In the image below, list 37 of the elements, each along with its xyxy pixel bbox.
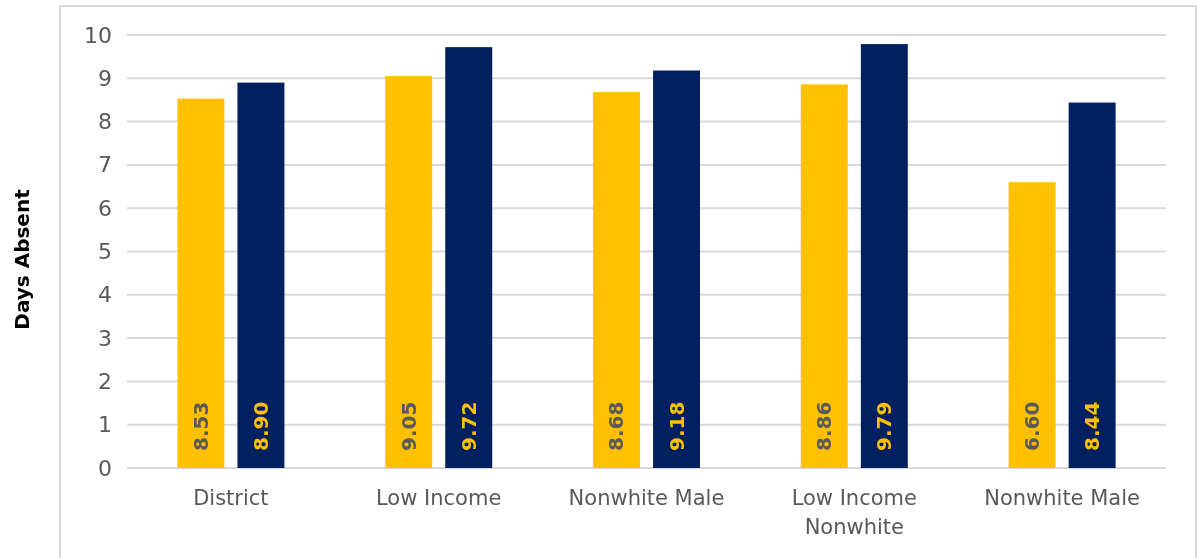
bar bbox=[445, 47, 493, 468]
x-tick-label: Low Income bbox=[376, 486, 502, 510]
y-tick-label: 10 bbox=[84, 22, 112, 48]
x-tick-label: District bbox=[193, 486, 269, 510]
data-label: 8.53 bbox=[188, 401, 213, 451]
data-label: 8.86 bbox=[812, 401, 837, 451]
bar bbox=[177, 98, 225, 468]
x-tick-label: Nonwhite Male bbox=[568, 486, 725, 510]
bar bbox=[1068, 102, 1116, 468]
data-label: 9.72 bbox=[456, 401, 481, 451]
data-label: 8.68 bbox=[604, 401, 629, 451]
bar bbox=[237, 82, 285, 468]
bar bbox=[653, 70, 701, 468]
bar bbox=[592, 92, 640, 468]
y-tick-label: 6 bbox=[98, 195, 112, 221]
y-tick-label: 3 bbox=[98, 325, 112, 351]
bar bbox=[385, 76, 433, 468]
y-tick-label: 0 bbox=[98, 455, 112, 481]
data-label: 8.44 bbox=[1080, 401, 1105, 451]
y-tick-label: 4 bbox=[98, 282, 112, 308]
data-label: 9.79 bbox=[872, 401, 897, 451]
y-tick-label: 5 bbox=[98, 239, 112, 264]
bar bbox=[1008, 182, 1056, 468]
y-tick-label: 8 bbox=[98, 109, 112, 135]
x-tick-label: Nonwhite Male bbox=[984, 486, 1140, 510]
y-tick-label: 9 bbox=[98, 65, 112, 91]
x-tick-label: Low Income Nonwhite bbox=[791, 486, 917, 539]
y-axis-title: Days Absent bbox=[10, 188, 34, 330]
data-label: 6.60 bbox=[1020, 401, 1045, 451]
data-label: 9.05 bbox=[396, 401, 421, 451]
data-label: 8.90 bbox=[248, 401, 273, 451]
y-tick-label: 1 bbox=[98, 412, 112, 438]
bar bbox=[860, 44, 908, 468]
y-tick-label: 7 bbox=[98, 152, 112, 178]
data-label: 9.18 bbox=[664, 401, 689, 451]
bar bbox=[800, 84, 848, 468]
y-tick-label: 2 bbox=[98, 368, 112, 394]
